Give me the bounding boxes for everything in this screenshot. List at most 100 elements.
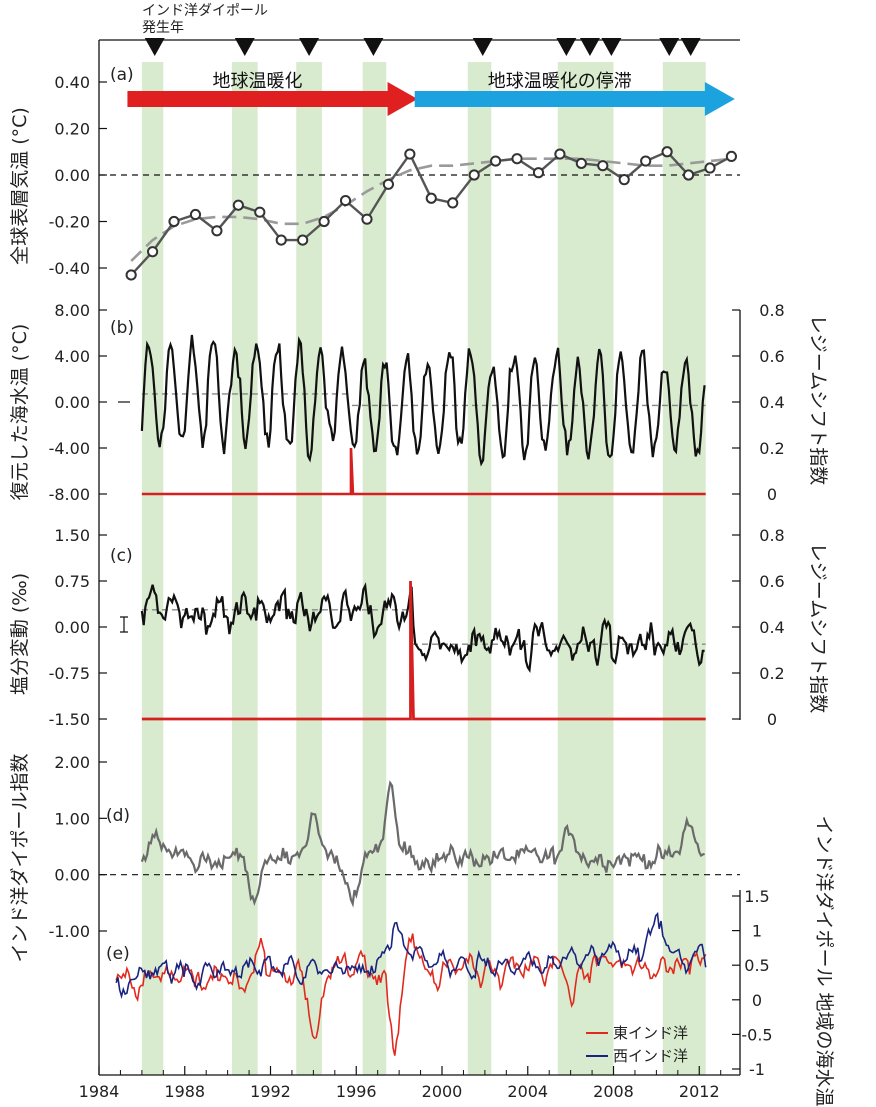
panel-a-point-26: [682, 169, 695, 181]
panel-b-rtick-label-0: 0.8: [759, 301, 784, 320]
dipole-triangle-7: [601, 38, 622, 56]
panel-a-point-1: [146, 246, 159, 258]
panel-c-salinity-line: [140, 582, 705, 673]
panel-e-right-ylabel: インド洋ダイポール 地域の海水温偏差: [813, 815, 835, 1107]
x-axis: 1984 1988 1992 1996 2000 2004 2008 2012: [79, 1066, 722, 1101]
panel-c-tick-label-2: 0.00: [54, 618, 90, 637]
panel-a-point-12: [382, 178, 395, 190]
x-tick-label-3: 1996: [336, 1082, 377, 1101]
shaded-band-0: [141, 62, 164, 1075]
panel-a-point-0: [125, 269, 137, 281]
panel-e-tag: (e): [106, 944, 130, 964]
x-tick-label-4: 2000: [422, 1082, 463, 1101]
dipole-triangle-0: [144, 38, 165, 56]
panel-c-rtick-label-4: 0: [767, 710, 777, 729]
era-arrow-1: [414, 82, 735, 116]
panel-b-rtick-label-4: 0: [767, 485, 777, 504]
shaded-band-1: [231, 62, 258, 1075]
panel-e-rtick-label-2: 0.5: [744, 956, 769, 975]
panel-a-point-16: [468, 169, 480, 181]
panel-b-tag: (b): [110, 318, 134, 338]
x-tick-label-6: 2008: [593, 1082, 634, 1101]
panel-e: 1.5 1 0.5 0 -0.5 -1 (e) インド洋ダイポール 地域の海水温偏差東インド洋…: [106, 815, 835, 1107]
panel-b-rtick-label-1: 0.6: [759, 347, 784, 366]
x-tick-label-5: 2004: [507, 1082, 548, 1101]
panel-c: 1.50 0.75 0.00 -0.75 -1.50 0.8 0.6 0.4 0.2 0 (c) 塩分…: [9, 526, 829, 729]
era-label-1: 地球温暖化の停滞: [488, 71, 632, 92]
dipole-triangle-9: [680, 38, 701, 56]
panel-a-point-18: [511, 153, 523, 165]
shaded-years: [141, 62, 706, 1075]
panel-b-tick-label-4: -8.00: [49, 485, 90, 504]
panel-d: 2.00 1.00 0.00 -1.00 (d) インド洋ダイポール指数: [9, 753, 740, 963]
shaded-band-5: [557, 62, 614, 1075]
panel-a-point-8: [297, 234, 309, 246]
legend-label-1: 西インド洋: [613, 1047, 688, 1065]
panel-a-point-11: [361, 213, 373, 225]
panel-a-point-6: [254, 206, 266, 218]
panel-c-rtick-label-2: 0.4: [759, 618, 784, 637]
legend-label-0: 東インド洋: [613, 1024, 688, 1042]
panel-e-west-line: [115, 911, 707, 1000]
panel-c-tick-label-3: -0.75: [49, 664, 90, 683]
panel-a-point-20: [554, 148, 566, 160]
panel-a-point-27: [704, 162, 716, 174]
panel-d-ylabel: インド洋ダイポール指数: [9, 753, 31, 962]
panel-a-point-24: [640, 155, 652, 167]
panel-d-tick-label-1: 1.00: [54, 809, 90, 828]
panel-b-sst-line: [140, 334, 706, 467]
panel-c-errorbar: [120, 616, 128, 633]
panel-b-tick-label-3: -4.00: [49, 439, 90, 458]
panel-e-rtick-label-5: -1: [749, 1060, 765, 1079]
panel-b-regime-index: [141, 447, 706, 496]
panel-a-point-9: [318, 215, 330, 228]
panel-d-tag: (d): [106, 806, 130, 826]
shaded-band-4: [467, 62, 492, 1075]
panel-a-point-5: [232, 199, 244, 211]
panel-b-rtick-label-3: 0.2: [759, 439, 784, 458]
shaded-band-6: [662, 62, 706, 1075]
panel-a-tag: (a): [110, 65, 134, 85]
dipole-triangle-5: [556, 38, 577, 56]
panel-b-ylabel: 復元した海水温 (°C): [9, 324, 31, 501]
panel-e-rtick-label-1: 1: [752, 922, 762, 941]
panel-d-dmi-line: [140, 780, 705, 908]
panel-a-smooth-line: [130, 157, 732, 262]
panel-b-rtick-label-2: 0.4: [759, 393, 784, 412]
panel-a-annual-line: [130, 150, 732, 276]
panel-a-point-13: [404, 148, 416, 160]
panel-c-tick-label-1: 0.75: [54, 572, 90, 591]
panel-a-point-2: [168, 215, 180, 228]
panel-a-point-25: [661, 146, 673, 158]
panel-a-point-28: [725, 150, 738, 162]
x-tick-label-2: 1992: [250, 1082, 291, 1101]
x-tick-label-1: 1988: [164, 1082, 205, 1101]
dipole-triangle-6: [579, 38, 600, 56]
dipole-triangle-3: [363, 38, 384, 56]
panel-b-tick-label-1: 4.00: [54, 347, 90, 366]
dipole-triangle-8: [659, 38, 680, 56]
panel-a-tick-label-1: 0.20: [54, 120, 90, 139]
panel-a-point-21: [575, 157, 587, 169]
panel-a-tick-label-4: -0.40: [49, 259, 90, 278]
shaded-band-3: [362, 62, 387, 1075]
panel-c-rtick-label-3: 0.2: [759, 664, 784, 683]
panel-a-point-17: [490, 155, 502, 167]
panel-e-east-line: [115, 933, 707, 1056]
panel-c-rtick-label-1: 0.6: [759, 572, 784, 591]
panel-c-right-ylabel: レジームシフト指数: [807, 543, 829, 713]
panel-b-tick-label-0: 8.00: [54, 301, 90, 320]
panel-a-point-22: [597, 160, 609, 172]
panel-a-tick-label-2: 0.00: [54, 166, 90, 185]
panel-e-rtick-label-4: -0.5: [741, 1025, 772, 1044]
panel-a-tick-label-0: 0.40: [54, 73, 90, 92]
panel-a-point-23: [618, 174, 630, 186]
panel-a-tick-label-3: -0.20: [49, 213, 90, 232]
panel-a: 0.40 0.20 0.00 -0.20 -0.40 (a) 全球表層気温 (°C): [9, 65, 740, 281]
x-tick-label-7: 2012: [679, 1082, 720, 1101]
panel-a-point-10: [339, 194, 352, 207]
panel-e-rtick-label-0: 1.5: [744, 887, 769, 906]
panel-d-tick-label-0: 2.00: [54, 753, 90, 772]
